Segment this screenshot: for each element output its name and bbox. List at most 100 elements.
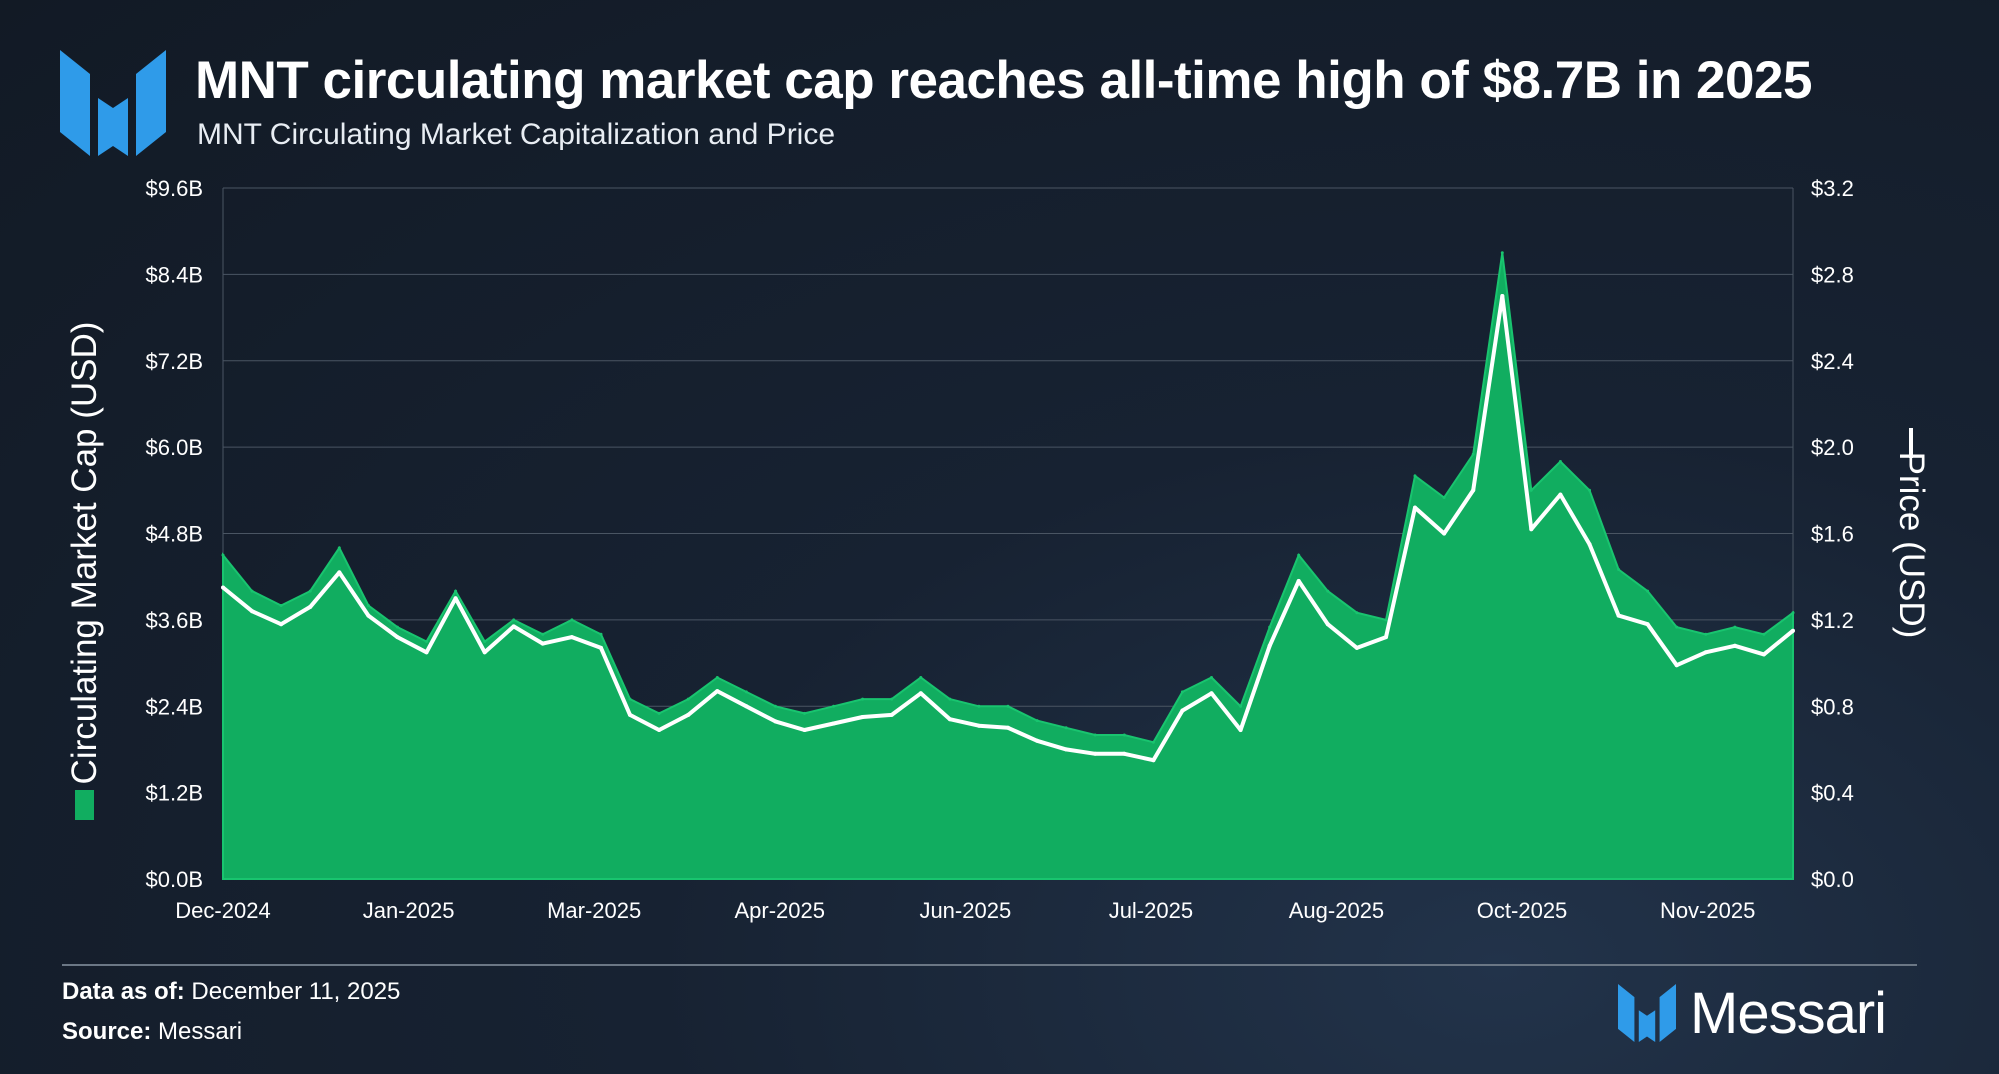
market-cap-point: [1442, 496, 1446, 499]
y-tick-label: $2.4B: [146, 694, 204, 719]
source-line: Source: Messari: [62, 1018, 242, 1046]
price-point: [628, 712, 632, 717]
y2-tick-label: $0.4: [1811, 781, 1854, 806]
market-cap-point: [541, 632, 545, 636]
market-cap-point: [861, 697, 865, 701]
price-point: [1209, 691, 1214, 696]
price-point: [1791, 628, 1795, 633]
brand-mark-icon: [1618, 984, 1676, 1042]
y2-tick-label: $3.2: [1811, 176, 1854, 201]
price-point: [1500, 294, 1505, 298]
market-cap-point: [1297, 553, 1301, 557]
x-tick-label: Mar-2025: [547, 898, 641, 923]
price-point: [947, 717, 952, 722]
market-cap-point: [686, 697, 690, 701]
market-cap-point: [744, 690, 748, 694]
price-point: [337, 570, 342, 575]
market-cap-point: [890, 697, 894, 701]
price-point: [686, 712, 691, 717]
y2-axis-title: Price (USD): [1892, 452, 1931, 639]
brand-logo: Messari: [1618, 978, 1887, 1048]
market-cap-point: [1355, 611, 1359, 615]
price-point: [599, 645, 603, 650]
y-tick-label: $4.8B: [146, 522, 204, 547]
market-cap-point: [250, 589, 254, 593]
footer-divider: [62, 964, 1917, 966]
data-as-of-value: December 11, 2025: [191, 978, 401, 1005]
x-tick-label: Oct-2025: [1477, 898, 1568, 923]
market-cap-point: [221, 553, 225, 557]
price-point: [1384, 635, 1388, 640]
market-cap-point: [1268, 625, 1272, 629]
y2-tick-label: $1.6: [1811, 522, 1854, 547]
y-tick-label: $1.2B: [146, 781, 204, 806]
price-point: [1035, 738, 1040, 743]
price-point: [1529, 527, 1534, 532]
x-tick-label: Jun-2025: [919, 898, 1011, 923]
x-tick-label: Nov-2025: [1660, 898, 1755, 923]
y2-tick-label: $2.4: [1811, 349, 1854, 374]
price-point: [1354, 645, 1359, 650]
price-point: [453, 596, 458, 601]
market-cap-point: [366, 604, 370, 607]
market-cap-point: [1675, 625, 1679, 629]
market-cap-point: [1791, 611, 1795, 615]
price-point: [1761, 652, 1766, 657]
price-point: [482, 650, 487, 655]
y-axis-title-left: Circulating Market Cap (USD): [65, 322, 104, 820]
market-cap-point: [1588, 488, 1591, 492]
market-cap-point: [1733, 625, 1737, 629]
price-point: [1238, 728, 1243, 732]
y-tick-label: $7.2B: [146, 349, 204, 374]
market-cap-point: [279, 604, 283, 607]
price-point: [773, 719, 778, 724]
price-point: [1442, 531, 1447, 536]
price-point: [395, 635, 400, 640]
messari-logo-icon: [60, 50, 166, 156]
market-cap-point: [1006, 704, 1010, 708]
market-cap-point: [570, 618, 574, 622]
price-point: [744, 704, 749, 709]
market-cap-point: [1384, 618, 1388, 622]
chart-canvas: $0.0B $1.2B $2.4B $3.6B $4.8B $6.0B $7.2B $8.4B…: [65, 176, 1931, 923]
price-point: [1674, 663, 1679, 668]
price-line-group: [221, 294, 1795, 763]
market-cap-point: [1471, 452, 1475, 456]
market-cap-point: [803, 711, 806, 715]
market-cap-point: [628, 697, 632, 701]
market-cap-point: [1180, 690, 1184, 694]
price-point: [715, 689, 720, 694]
price-point: [1064, 747, 1069, 752]
y-tick-label: $8.4B: [146, 262, 204, 287]
page-title: MNT circulating market cap reaches all-t…: [195, 51, 1812, 110]
y2-tick-label: $2.8: [1811, 262, 1854, 287]
price-point: [918, 691, 923, 696]
price-point: [1732, 643, 1737, 648]
price-point: [1413, 505, 1417, 510]
price-point: [1151, 758, 1156, 763]
price-point: [1267, 643, 1272, 648]
price-point: [802, 728, 807, 732]
market-cap-point: [1239, 704, 1243, 708]
market-cap-point: [1500, 251, 1504, 255]
price-point: [1180, 708, 1185, 713]
price-point: [511, 624, 516, 629]
price-point: [831, 721, 836, 726]
y2-tick-label: $0.8: [1811, 694, 1854, 719]
price-point: [1006, 725, 1010, 730]
price-point: [1325, 622, 1330, 627]
price-point: [1093, 751, 1098, 756]
y2-tick-label: $2.0: [1811, 435, 1854, 460]
price-point: [1471, 488, 1476, 493]
price-point: [1616, 613, 1621, 618]
price-point: [1296, 579, 1301, 583]
axis-labels: $0.0B $1.2B $2.4B $3.6B $4.8B $6.0B $7.2B $8.4B…: [146, 176, 1854, 923]
market-cap-point: [1413, 474, 1417, 478]
y-tick-label: $6.0B: [146, 435, 204, 460]
price-point: [657, 728, 662, 732]
price-point: [279, 622, 284, 627]
price-point: [1587, 542, 1592, 547]
x-tick-label: Aug-2025: [1289, 898, 1384, 923]
market-cap-point: [337, 546, 341, 550]
